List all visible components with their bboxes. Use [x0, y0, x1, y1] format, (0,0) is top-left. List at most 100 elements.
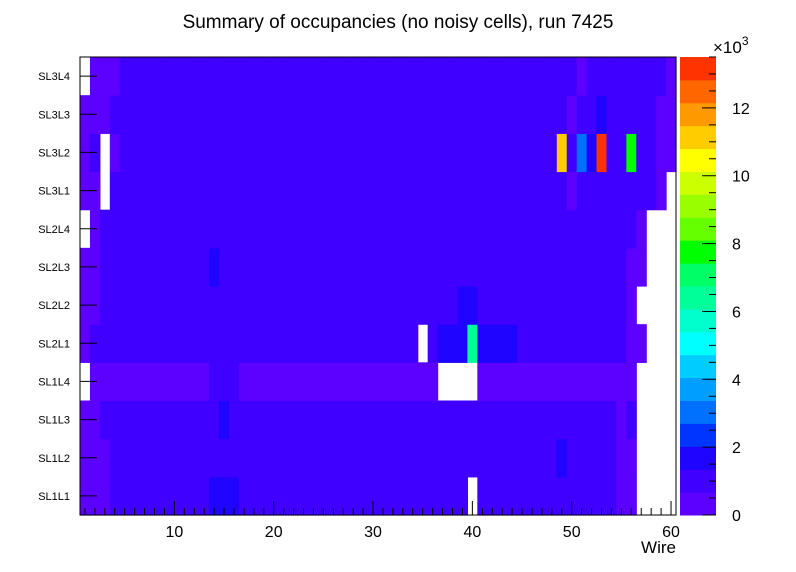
heatmap-cell-SL2L4-wire-52 [586, 209, 598, 249]
heatmap-cell-SL2L2-wire-55 [616, 286, 627, 325]
heatmap-cell-SL3L4-wire-11 [179, 57, 190, 96]
heatmap-cell-SL2L3-wire-11 [179, 247, 190, 287]
heatmap-cell-SL2L3-wire-52 [586, 247, 598, 287]
heatmap-cell-SL1L4-wire-28 [348, 362, 359, 402]
heatmap-cell-SL2L1-wire-44 [507, 324, 518, 363]
y-tick-label: SL2L2 [38, 300, 70, 312]
heatmap-cell-SL3L1-wire-25 [318, 171, 329, 211]
heatmap-cell-SL1L2-wire-44 [507, 438, 518, 478]
heatmap-cell-SL3L3-wire-56 [626, 95, 637, 134]
heatmap-cell-SL1L2-wire-46 [527, 438, 538, 478]
heatmap-cell-SL2L4-wire-15 [219, 209, 230, 249]
heatmap-cell-SL1L3-wire-17 [238, 400, 250, 440]
heatmap-cell-SL1L2-wire-38 [447, 438, 459, 478]
heatmap-cell-SL2L2-wire-6 [129, 286, 141, 325]
color-scale-multiplier: ×103 [713, 34, 749, 57]
heatmap-cell-SL3L3-wire-35 [417, 95, 429, 134]
y-tick-label: SL1L3 [38, 415, 70, 427]
heatmap-cell-SL2L2-wire-16 [229, 286, 240, 325]
heatmap-cell-SL3L2-wire-34 [407, 133, 419, 173]
heatmap-cell-SL1L2-wire-10 [169, 438, 180, 478]
heatmap-cell-SL3L4-wire-37 [437, 57, 449, 96]
heatmap-cell-SL1L4-wire-16 [229, 362, 240, 402]
heatmap-cell-SL2L3-wire-37 [437, 247, 449, 287]
heatmap-cell-SL2L1-wire-25 [318, 324, 329, 363]
heatmap-cell-SL2L1-wire-52 [586, 324, 598, 363]
heatmap-cell-SL2L4-wire-41 [477, 209, 488, 249]
heatmap-cell-SL1L4-wire-25 [318, 362, 329, 402]
heatmap-cell-SL1L3-wire-14 [209, 400, 220, 440]
heatmap-cell-SL3L2-wire-40 [467, 133, 478, 173]
heatmap-cell-SL1L4-wire-19 [258, 362, 270, 402]
heatmap-cell-SL2L2-wire-44 [507, 286, 518, 325]
heatmap-cell-SL2L3-wire-15 [219, 247, 230, 287]
heatmap-cell-SL1L2-wire-55 [616, 438, 627, 478]
z-tick-label: 6 [732, 304, 741, 321]
heatmap-cell-SL2L3-wire-26 [328, 247, 339, 287]
heatmap-cell-SL2L1-wire-18 [248, 324, 260, 363]
heatmap-cell-SL3L3-wire-44 [507, 95, 518, 134]
heatmap-cell-SL2L3-wire-25 [318, 247, 329, 287]
heatmap-cell-SL1L4-wire-7 [139, 362, 151, 402]
heatmap-cell-SL2L2-wire-20 [268, 286, 280, 325]
heatmap-cell-SL3L2-wire-8 [149, 133, 161, 173]
color-scale-segment [680, 492, 716, 516]
heatmap-cell-SL1L2-wire-19 [258, 438, 270, 478]
heatmap-cell-SL1L3-wire-46 [527, 400, 538, 440]
heatmap-cell-SL3L3-wire-49 [556, 95, 568, 134]
heatmap-cell-SL2L3-wire-43 [497, 247, 508, 287]
heatmap-cell-SL2L4-wire-4 [109, 209, 121, 249]
heatmap-cell-SL3L4-wire-54 [606, 57, 617, 96]
heatmap-cell-SL2L1-wire-39 [457, 324, 468, 363]
color-scale-segment [680, 240, 716, 264]
heatmap-cell-SL3L1-wire-17 [238, 171, 250, 211]
x-tick-label: 30 [364, 524, 382, 541]
heatmap-cell-SL1L1-wire-23 [298, 476, 310, 516]
heatmap-cell-SL3L3-wire-45 [517, 95, 528, 134]
heatmap-cell-SL1L2-wire-29 [358, 438, 369, 478]
color-scale-segment [680, 102, 716, 127]
heatmap-cell-SL2L1-wire-51 [576, 324, 588, 363]
heatmap-cell-SL2L3-wire-40 [467, 247, 478, 287]
heatmap-cell-SL3L2-wire-57 [636, 133, 647, 173]
heatmap-cell-SL3L3-wire-34 [407, 95, 419, 134]
heatmap-cell-SL2L3-wire-29 [358, 247, 369, 287]
heatmap-cell-SL3L4-wire-55 [616, 57, 627, 96]
heatmap-cell-SL2L1-wire-4 [109, 324, 121, 363]
heatmap-cell-SL2L4-wire-19 [258, 209, 270, 249]
heatmap-cell-SL3L3-wire-37 [437, 95, 449, 134]
heatmap-cell-SL1L1-wire-39 [457, 476, 468, 516]
heatmap-cell-SL1L3-wire-12 [189, 400, 200, 440]
heatmap-cell-SL2L2-wire-47 [536, 286, 548, 325]
heatmap-cell-SL2L4-wire-56 [626, 209, 637, 249]
heatmap-cell-SL2L1-wire-54 [606, 324, 617, 363]
heatmap-cell-SL2L4-wire-21 [278, 209, 290, 249]
color-scale-segment [680, 423, 716, 447]
heatmap-cell-SL2L3-wire-24 [308, 247, 319, 287]
heatmap-cell-SL3L1-wire-4 [109, 171, 121, 211]
heatmap-cell-SL3L1-wire-38 [447, 171, 459, 211]
heatmap-cell-SL3L1-wire-5 [119, 171, 131, 211]
heatmap-cell-SL1L1-wire-22 [288, 476, 300, 516]
heatmap-cell-SL2L1-wire-42 [487, 324, 498, 363]
heatmap-cell-SL1L1-wire-3 [99, 476, 111, 516]
heatmap-cell-SL2L4-wire-5 [119, 209, 131, 249]
heatmap-cell-SL1L3-wire-8 [149, 400, 161, 440]
heatmap-cell-SL2L3-wire-10 [169, 247, 180, 287]
heatmap-cell-SL2L3-wire-57 [636, 247, 647, 287]
heatmap-cell-SL3L3-wire-7 [139, 95, 151, 134]
heatmap-cell-SL2L2-wire-21 [278, 286, 290, 325]
heatmap-cell-SL3L3-wire-4 [109, 95, 121, 134]
heatmap-cell-SL2L4-wire-3 [99, 209, 111, 249]
heatmap-cell-SL3L1-wire-36 [427, 171, 439, 211]
heatmap-cell-SL3L3-wire-19 [258, 95, 270, 134]
heatmap-cell-SL3L1-wire-42 [487, 171, 498, 211]
heatmap-cell-SL1L1-wire-37 [437, 476, 449, 516]
heatmap-cell-SL3L4-wire-33 [397, 57, 409, 96]
heatmap-cell-SL3L1-wire-43 [497, 171, 508, 211]
heatmap-cell-SL3L2-wire-37 [437, 133, 449, 173]
heatmap-cell-SL2L1-wire-13 [199, 324, 210, 363]
heatmap-cell-SL2L2-wire-41 [477, 286, 488, 325]
heatmap-cell-SL3L3-wire-18 [248, 95, 260, 134]
color-scale-segment [680, 57, 716, 81]
